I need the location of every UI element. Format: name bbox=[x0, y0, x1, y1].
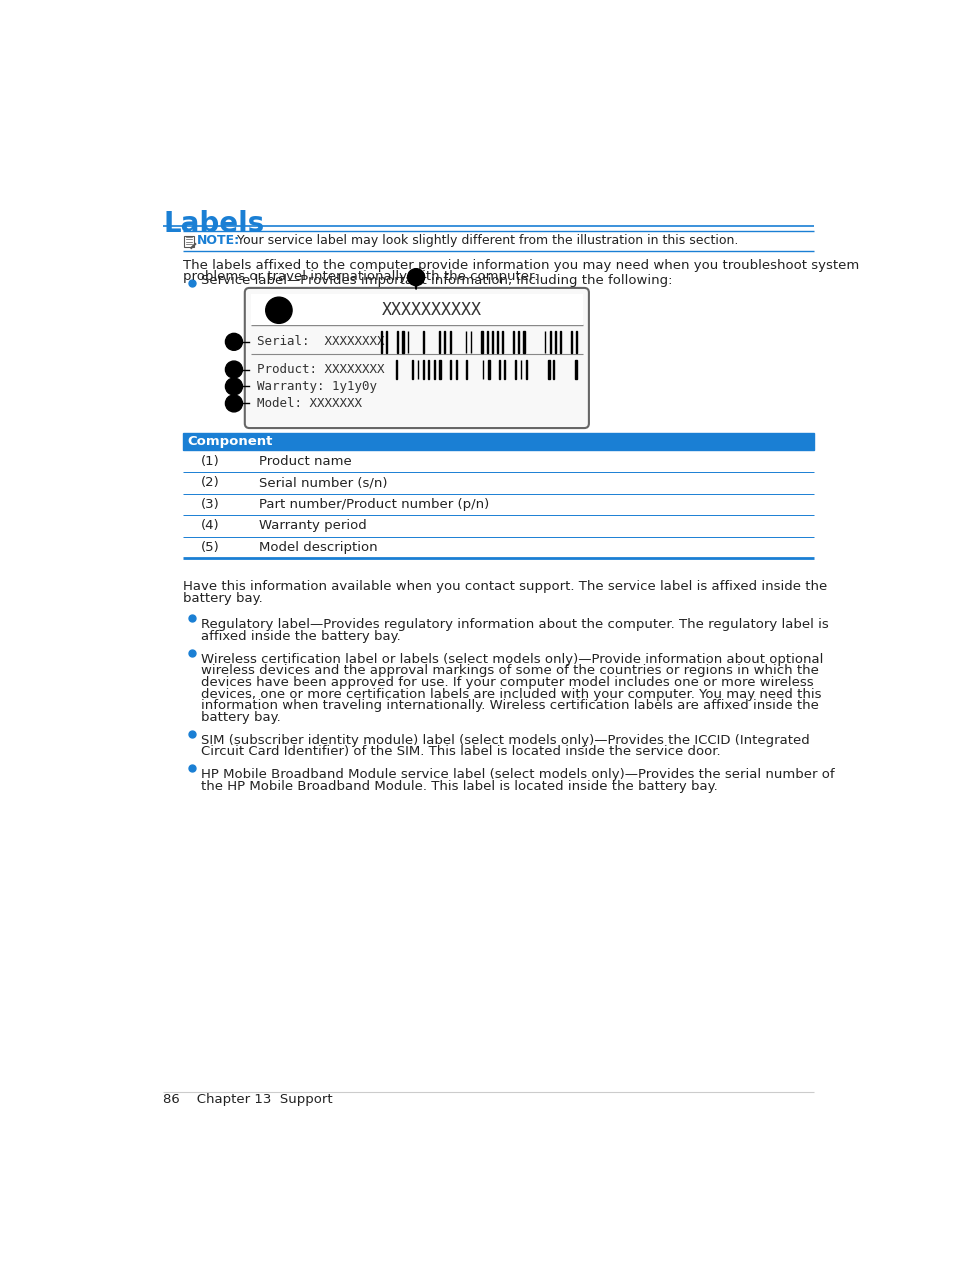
Text: devices, one or more certification labels are included with your computer. You m: devices, one or more certification label… bbox=[201, 687, 821, 701]
Text: 2: 2 bbox=[230, 337, 237, 347]
Text: 4: 4 bbox=[230, 381, 237, 391]
Text: wireless devices and the approval markings of some of the countries or regions i: wireless devices and the approval markin… bbox=[201, 664, 819, 677]
Text: affixed inside the battery bay.: affixed inside the battery bay. bbox=[201, 630, 400, 643]
Bar bbox=[523, 331, 525, 353]
Text: Model: XXXXXXX: Model: XXXXXXX bbox=[257, 398, 362, 410]
Text: Have this information available when you contact support. The service label is a: Have this information available when you… bbox=[183, 579, 826, 593]
Text: the HP Mobile Broadband Module. This label is located inside the battery bay.: the HP Mobile Broadband Module. This lab… bbox=[201, 780, 718, 792]
Text: 86    Chapter 13  Support: 86 Chapter 13 Support bbox=[163, 1093, 333, 1106]
Text: HP Mobile Broadband Module service label (select models only)—Provides the seria: HP Mobile Broadband Module service label… bbox=[201, 768, 834, 781]
Text: battery bay.: battery bay. bbox=[183, 592, 262, 605]
Text: 3: 3 bbox=[230, 364, 237, 375]
Bar bbox=[402, 331, 403, 353]
Text: information when traveling internationally. Wireless certification labels are af: information when traveling international… bbox=[201, 698, 819, 712]
Text: Warranty period: Warranty period bbox=[258, 519, 366, 532]
Text: Product: XXXXXXXX: Product: XXXXXXXX bbox=[257, 363, 384, 376]
Text: NOTE:: NOTE: bbox=[196, 235, 239, 248]
Text: Product name: Product name bbox=[258, 455, 351, 467]
Bar bbox=[481, 331, 482, 353]
Text: problems or travel internationally with the computer:: problems or travel internationally with … bbox=[183, 271, 537, 283]
Text: devices have been approved for use. If your computer model includes one or more : devices have been approved for use. If y… bbox=[201, 676, 813, 690]
Text: (4): (4) bbox=[200, 519, 219, 532]
Text: Warranty: 1y1y0y: Warranty: 1y1y0y bbox=[257, 380, 376, 392]
Circle shape bbox=[225, 333, 242, 351]
Text: XXXXXXXXXX: XXXXXXXXXX bbox=[382, 301, 482, 319]
Text: Serial number (s/n): Serial number (s/n) bbox=[258, 476, 387, 489]
Text: 1: 1 bbox=[412, 272, 419, 282]
Circle shape bbox=[225, 361, 242, 378]
Text: Your service label may look slightly different from the illustration in this sec: Your service label may look slightly dif… bbox=[229, 235, 738, 248]
Text: (3): (3) bbox=[200, 498, 219, 511]
Circle shape bbox=[225, 378, 242, 395]
Text: SIM (subscriber identity module) label (select models only)—Provides the ICCID (: SIM (subscriber identity module) label (… bbox=[201, 734, 809, 747]
Text: (2): (2) bbox=[200, 476, 219, 489]
Bar bbox=[547, 361, 549, 378]
Circle shape bbox=[266, 297, 292, 324]
Text: Model description: Model description bbox=[258, 541, 377, 554]
Text: Regulatory label—Provides regulatory information about the computer. The regulat: Regulatory label—Provides regulatory inf… bbox=[201, 618, 828, 631]
Bar bbox=[439, 361, 440, 378]
Circle shape bbox=[407, 269, 424, 286]
Text: (1): (1) bbox=[200, 455, 219, 467]
Text: The labels affixed to the computer provide information you may need when you tro: The labels affixed to the computer provi… bbox=[183, 259, 858, 272]
Text: Labels: Labels bbox=[163, 210, 264, 239]
Text: Wireless certification label or labels (select models only)—Provide information : Wireless certification label or labels (… bbox=[201, 653, 822, 665]
Bar bbox=[251, 295, 582, 325]
Text: 5: 5 bbox=[230, 399, 237, 409]
Bar bbox=[575, 361, 576, 378]
Text: Service label—Provides important information, including the following:: Service label—Provides important informa… bbox=[201, 274, 672, 287]
Text: Component: Component bbox=[187, 436, 273, 448]
Bar bbox=[183, 433, 814, 451]
Text: Circuit Card Identifier) of the SIM. This label is located inside the service do: Circuit Card Identifier) of the SIM. Thi… bbox=[201, 745, 720, 758]
FancyBboxPatch shape bbox=[245, 288, 588, 428]
Bar bbox=[488, 361, 489, 378]
Circle shape bbox=[225, 395, 242, 411]
Text: hp: hp bbox=[269, 304, 289, 318]
Text: Serial:  XXXXXXXX: Serial: XXXXXXXX bbox=[257, 335, 384, 348]
Text: battery bay.: battery bay. bbox=[201, 711, 281, 724]
Text: Part number/Product number (p/n): Part number/Product number (p/n) bbox=[258, 498, 489, 511]
Bar bbox=[184, 236, 193, 248]
Text: (5): (5) bbox=[200, 541, 219, 554]
